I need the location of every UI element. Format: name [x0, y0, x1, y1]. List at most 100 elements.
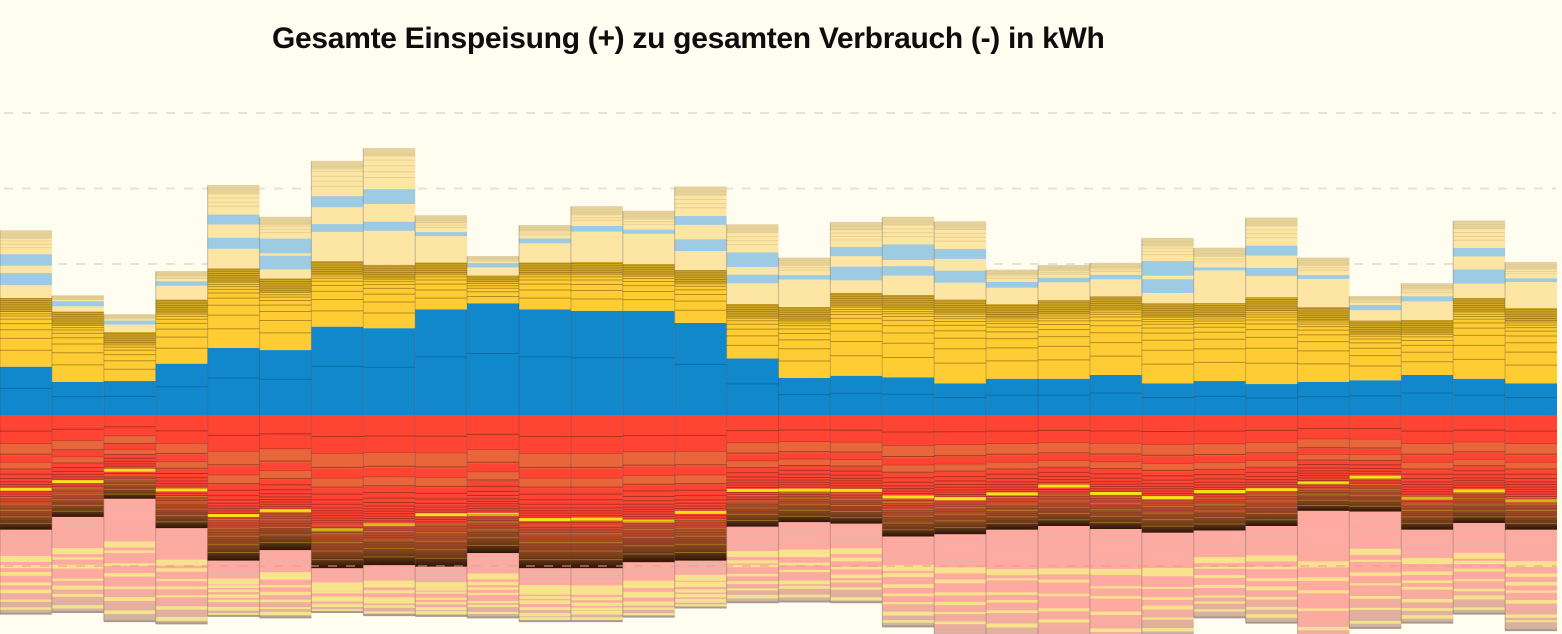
bar-segment-pale-yellow[interactable]: [778, 257, 831, 308]
bar-segment-blue[interactable]: [1505, 383, 1557, 415]
segment-stripe-yellow: [726, 550, 779, 557]
segment-shade-dark: [311, 525, 364, 569]
bar-stack-6: [258, 216, 312, 619]
bar-segment-blue[interactable]: [882, 377, 935, 415]
segment-stripe-yellow: [207, 594, 260, 598]
bar-segment-blue[interactable]: [519, 309, 571, 415]
bar-segment-pale-yellow[interactable]: [311, 161, 364, 261]
segment-stripe-yellow: [830, 597, 883, 601]
bar-segment-blue[interactable]: [155, 363, 208, 415]
segment-stripe-blue: [726, 252, 779, 267]
bar-segment-pale-yellow[interactable]: [570, 206, 623, 262]
bar-segment-blue[interactable]: [1349, 380, 1402, 415]
segment-shade: [778, 307, 831, 322]
segment-band-orange: [259, 449, 312, 463]
bar-segment-yellow[interactable]: [467, 275, 519, 304]
bar-segment-yellow[interactable]: [934, 299, 987, 384]
bar-segment-pale-yellow[interactable]: [1453, 220, 1506, 298]
segment-stripe-yellow: [882, 573, 935, 578]
segment-shade-dark: [1193, 498, 1246, 531]
segment-stripe-yellow: [311, 596, 364, 601]
bar-segment-pale-yellow[interactable]: [519, 225, 571, 263]
bar-segment-yellow[interactable]: [1401, 319, 1454, 375]
segment-stripe-yellow: [0, 571, 52, 576]
segment-stripe-yellow: [51, 593, 104, 597]
bar-segment-pale-yellow[interactable]: [674, 186, 727, 271]
bar-segment-pale-yellow[interactable]: [1089, 263, 1142, 297]
bar-stack-24: [1193, 247, 1246, 619]
bar-segment-pale-yellow[interactable]: [1297, 257, 1350, 308]
bar-segment-blue[interactable]: [622, 310, 675, 415]
segment-band-yellow: [519, 518, 571, 522]
segment-band-orange: [778, 442, 831, 453]
bar-segment-blue[interactable]: [103, 381, 156, 415]
segment-band-yellow: [415, 513, 468, 517]
segment-band-orange: [570, 478, 623, 489]
bar-segment-yellow[interactable]: [1245, 297, 1298, 385]
segment-shade: [1349, 320, 1402, 335]
segment-stripe-yellow: [1245, 555, 1298, 562]
bar-segment-yellow[interactable]: [882, 294, 935, 378]
bar-segment-blue[interactable]: [259, 350, 312, 415]
bar-segment-yellow[interactable]: [1141, 303, 1194, 384]
bar-segment-blue[interactable]: [934, 383, 987, 415]
segment-stripe-yellow: [415, 607, 468, 611]
segment-band-orange: [1297, 454, 1350, 461]
bar-segment-blue[interactable]: [674, 322, 727, 415]
segment-stripe-blue: [1349, 304, 1402, 311]
segment-shade: [986, 529, 1038, 634]
segment-stripe-yellow: [207, 578, 260, 585]
bar-segment-blue[interactable]: [1453, 378, 1506, 415]
bar-segment-yellow[interactable]: [207, 268, 260, 348]
bar-segment-blue[interactable]: [830, 375, 883, 415]
bar-segment-blue[interactable]: [1038, 378, 1090, 415]
bar-segment-blue[interactable]: [415, 309, 468, 415]
segment-stripe-yellow: [207, 606, 260, 611]
segment-band-yellow: [726, 488, 779, 492]
segment-stripe-yellow: [1401, 586, 1454, 590]
bar-segment-blue[interactable]: [726, 358, 779, 415]
bar-segment-pale-yellow[interactable]: [207, 185, 260, 269]
bar-segment-pale-yellow[interactable]: [1193, 248, 1246, 304]
bar-segment-blue[interactable]: [1089, 374, 1142, 415]
bar-segment-pale-yellow[interactable]: [830, 222, 883, 293]
bar-segment-blue[interactable]: [986, 378, 1038, 415]
bar-segment-yellow[interactable]: [726, 304, 779, 359]
bar-segment-pale-yellow[interactable]: [363, 148, 416, 265]
bar-segment-yellow[interactable]: [674, 270, 727, 323]
bar-segment-pale-yellow[interactable]: [1505, 262, 1557, 308]
segment-stripe-yellow: [1453, 560, 1506, 565]
segment-stripe-yellow: [1141, 617, 1194, 620]
bar-segment-blue[interactable]: [363, 328, 416, 415]
bar-segment-blue[interactable]: [0, 366, 52, 415]
bar-segment-blue[interactable]: [778, 378, 831, 415]
bar-segment-blue[interactable]: [311, 326, 364, 415]
bar-segment-blue[interactable]: [467, 303, 519, 415]
bar-segment-blue[interactable]: [1193, 381, 1246, 415]
bar-segment-blue[interactable]: [1141, 383, 1194, 415]
segment-stripe-blue: [570, 225, 623, 232]
bar-segment-blue[interactable]: [570, 310, 623, 415]
bar-segment-yellow[interactable]: [830, 292, 883, 376]
bar-segment-pale-yellow[interactable]: [622, 211, 675, 264]
bar-segment-yellow[interactable]: [1349, 320, 1402, 381]
bar-segment-blue[interactable]: [51, 381, 104, 415]
bar-segment-pale-yellow[interactable]: [934, 221, 987, 300]
bar-segment-pale-yellow[interactable]: [1038, 265, 1090, 301]
segment-stripe-yellow: [259, 611, 312, 616]
bar-segment-pale-yellow[interactable]: [415, 215, 468, 263]
bar-segment-blue[interactable]: [1297, 381, 1350, 415]
segment-band-orange: [1038, 460, 1090, 469]
bar-segment-blue[interactable]: [1245, 384, 1298, 415]
segment-stripe-yellow: [363, 605, 416, 608]
bar-segment-blue[interactable]: [207, 347, 260, 415]
bar-stack-2: [51, 295, 104, 614]
bar-segment-pale-yellow[interactable]: [1401, 283, 1454, 320]
segment-band-orange: [155, 461, 208, 470]
bar-segment-blue[interactable]: [1401, 374, 1454, 415]
bar-segment-yellow[interactable]: [363, 264, 416, 329]
segment-stripe-yellow: [830, 587, 883, 590]
bar-segment-yellow[interactable]: [1453, 297, 1506, 379]
segment-stripe-blue: [259, 255, 312, 270]
bar-segment-pale-yellow[interactable]: [1245, 217, 1298, 298]
